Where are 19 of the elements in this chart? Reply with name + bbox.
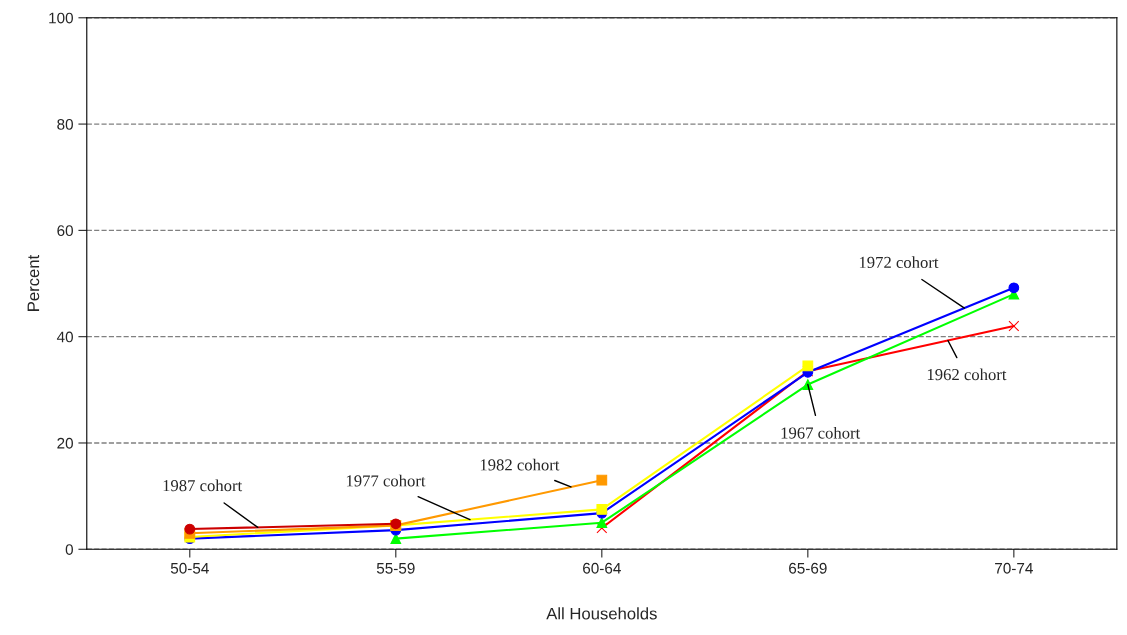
text: 1977 cohort (346, 474, 426, 487)
series-label: 1982 cohort (480, 458, 560, 471)
x-tick-label: 65-69 (789, 562, 827, 574)
y-tick-label: 80 (57, 118, 73, 130)
x-tick-label: 50-54 (170, 562, 209, 574)
y-tick-label: 40 (56, 331, 73, 343)
text: 1987 cohort (163, 479, 243, 492)
x-tick-label: 60-64 (583, 562, 621, 574)
x-tick-label: 55-59 (376, 562, 415, 574)
x-axis-title: All Households (546, 607, 657, 620)
y-tick-label: 100 (49, 12, 73, 24)
y-tick-label: 60 (57, 225, 73, 237)
y-tick-label: 0 (65, 544, 73, 555)
series-label: 1962 cohort (927, 368, 1007, 381)
series-label: 1967 cohort (781, 426, 861, 439)
y-tick-label: 20 (57, 437, 73, 449)
y-axis-title: Percent (27, 254, 40, 311)
x-tick-label: 70-74 (995, 562, 1033, 574)
text: 1972 cohort (859, 256, 939, 269)
